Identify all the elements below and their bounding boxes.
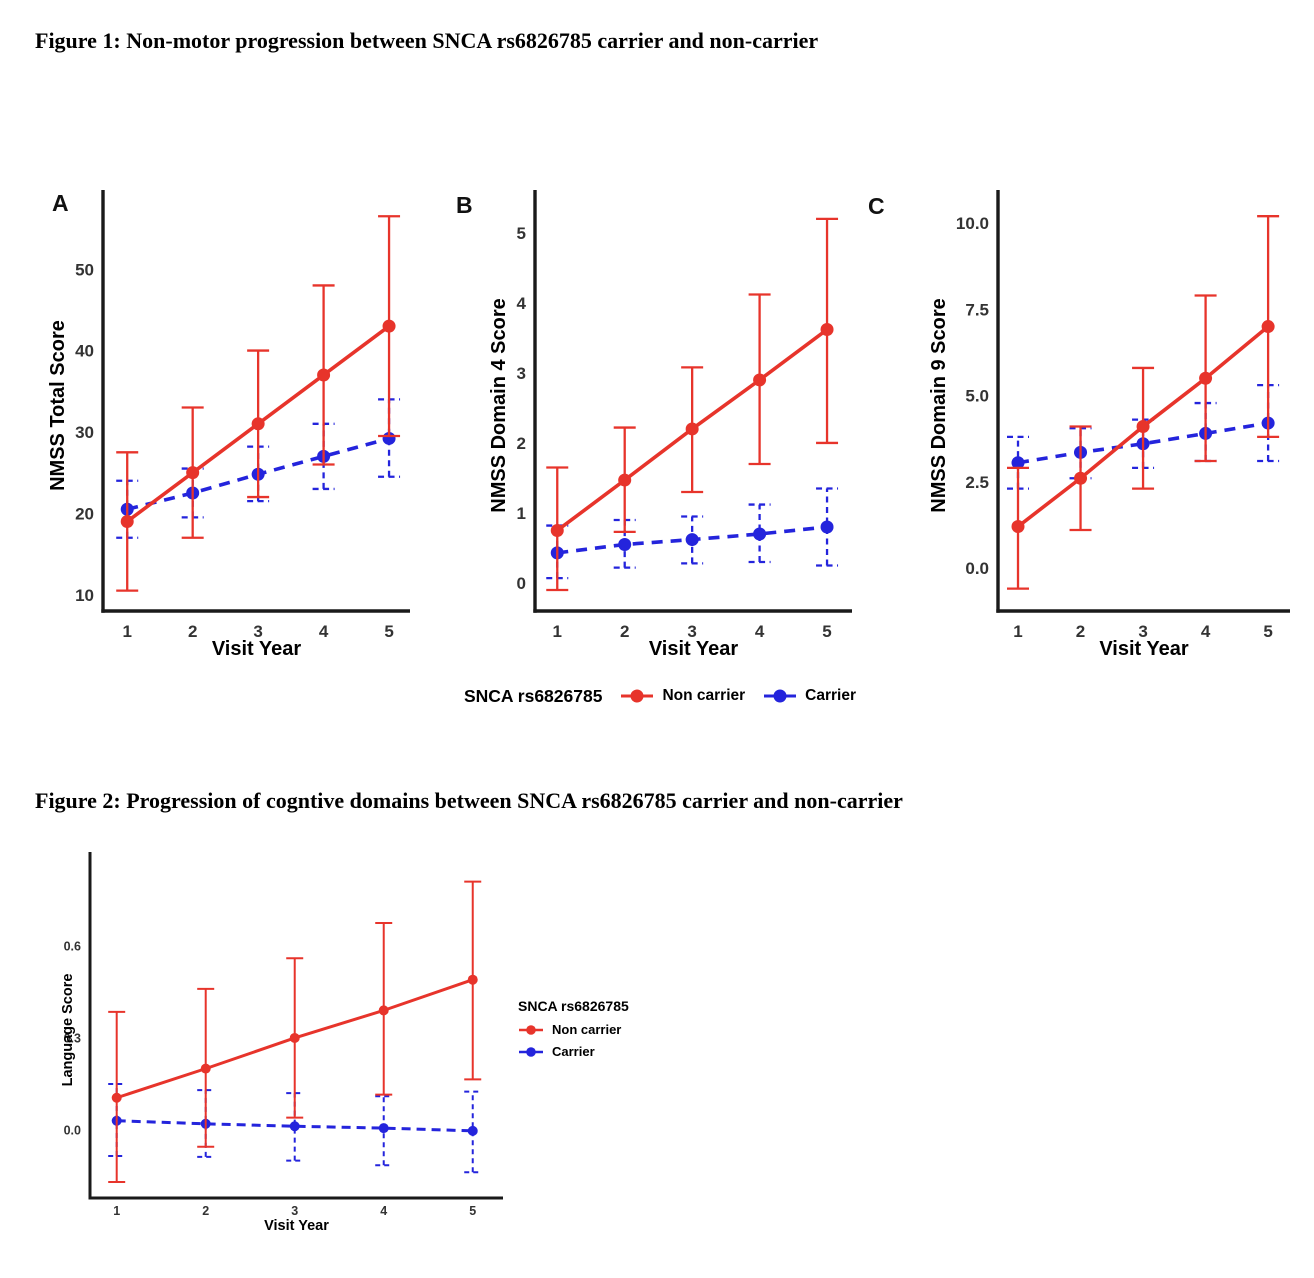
- svg-text:30: 30: [75, 423, 94, 442]
- svg-text:3: 3: [1138, 622, 1147, 641]
- svg-text:2: 2: [517, 434, 526, 453]
- svg-text:5: 5: [384, 622, 393, 641]
- svg-text:0.3: 0.3: [64, 1031, 81, 1045]
- svg-text:3: 3: [291, 1204, 298, 1218]
- figure2-legend-title: SNCA rs6826785: [518, 998, 629, 1014]
- svg-text:Visit Year: Visit Year: [264, 1218, 329, 1234]
- svg-text:10.0: 10.0: [956, 214, 989, 233]
- svg-text:0.0: 0.0: [64, 1123, 81, 1137]
- svg-text:1: 1: [1013, 622, 1022, 641]
- figure2-legend: SNCA rs6826785 Non carrier Carrier: [518, 998, 629, 1066]
- legend-item-carrier: Carrier: [763, 687, 856, 705]
- svg-text:Visit Year: Visit Year: [212, 638, 302, 660]
- panel-a-label: A: [52, 190, 69, 216]
- svg-text:4: 4: [517, 294, 527, 313]
- legend-label-carrier: Carrier: [552, 1044, 595, 1059]
- legend-item-non-carrier: Non carrier: [620, 687, 745, 705]
- svg-text:5: 5: [469, 1204, 476, 1218]
- svg-text:1: 1: [553, 622, 562, 641]
- chart-panel-a-nmss-total: 10 20 30 40 50 1 2 3 4 5 NMSS Total Score Visit Yea…: [47, 190, 410, 660]
- svg-text:5: 5: [1263, 622, 1272, 641]
- svg-text:7.5: 7.5: [965, 300, 989, 319]
- svg-text:NMSS Total Score: NMSS Total Score: [47, 320, 69, 491]
- svg-text:4: 4: [319, 622, 329, 641]
- svg-text:NMSS Domain 4 Score: NMSS Domain 4 Score: [488, 298, 510, 513]
- legend-label-non-carrier: Non carrier: [662, 687, 746, 704]
- figure1-legend-title: SNCA rs6826785: [463, 685, 603, 706]
- figure2-title: Figure 2: Progression of cogntive domain…: [35, 788, 903, 813]
- svg-text:Visit Year: Visit Year: [1099, 638, 1189, 660]
- svg-text:5.0: 5.0: [965, 387, 989, 406]
- svg-text:5: 5: [822, 622, 831, 641]
- svg-text:Visit Year: Visit Year: [649, 638, 739, 660]
- non-carrier-key-icon: [519, 1024, 543, 1035]
- svg-text:2: 2: [188, 622, 197, 641]
- svg-text:4: 4: [755, 622, 765, 641]
- svg-text:NMSS Domain 9 Score: NMSS Domain 9 Score: [928, 298, 950, 513]
- chart-panel-b-nmss-domain4: 0 1 2 3 4 5 1 2 3 4 5 NMSS Domain 4 Score Visit Year: [488, 190, 852, 660]
- svg-text:0.6: 0.6: [64, 940, 81, 954]
- legend-item-non-carrier: Non carrier: [518, 1022, 629, 1037]
- svg-text:5: 5: [517, 224, 526, 243]
- svg-text:1: 1: [122, 622, 131, 641]
- svg-text:0.0: 0.0: [965, 559, 989, 578]
- figure1-legend: SNCA rs6826785 Non carrier Carrier: [340, 681, 980, 711]
- svg-text:2: 2: [620, 622, 629, 641]
- svg-text:3: 3: [517, 364, 526, 383]
- svg-text:3: 3: [253, 622, 262, 641]
- svg-text:1: 1: [113, 1204, 120, 1218]
- panel-b-label: B: [456, 192, 473, 218]
- svg-text:2: 2: [202, 1204, 209, 1218]
- carrier-key-icon: [519, 1046, 543, 1057]
- panel-c-label: C: [868, 193, 885, 219]
- carrier-key-icon: [764, 689, 797, 703]
- svg-text:Language Score: Language Score: [60, 974, 76, 1087]
- legend-label-carrier: Carrier: [805, 687, 857, 704]
- svg-text:1: 1: [517, 504, 526, 523]
- legend-item-carrier: Carrier: [518, 1044, 629, 1059]
- figure1-title: Figure 1: Non-motor progression between …: [35, 28, 819, 53]
- svg-text:2.5: 2.5: [965, 473, 989, 492]
- svg-text:50: 50: [75, 260, 94, 279]
- chart-language-score: 0.0 0.3 0.6 1 2 3 4 5 Language Score Visit Year: [60, 852, 503, 1234]
- svg-text:0: 0: [517, 574, 526, 593]
- chart-panel-c-nmss-domain9: 0.0 2.5 5.0 7.5 10.0 1 2 3 4 5 NMSS Domain 9 Score…: [928, 190, 1290, 660]
- legend-label-non-carrier: Non carrier: [552, 1022, 622, 1037]
- svg-text:40: 40: [75, 342, 94, 361]
- svg-text:4: 4: [1201, 622, 1211, 641]
- svg-text:2: 2: [1076, 622, 1085, 641]
- svg-text:3: 3: [687, 622, 696, 641]
- non-carrier-key-icon: [621, 689, 654, 703]
- svg-text:4: 4: [380, 1204, 387, 1218]
- svg-text:10: 10: [75, 586, 94, 605]
- svg-text:20: 20: [75, 504, 94, 523]
